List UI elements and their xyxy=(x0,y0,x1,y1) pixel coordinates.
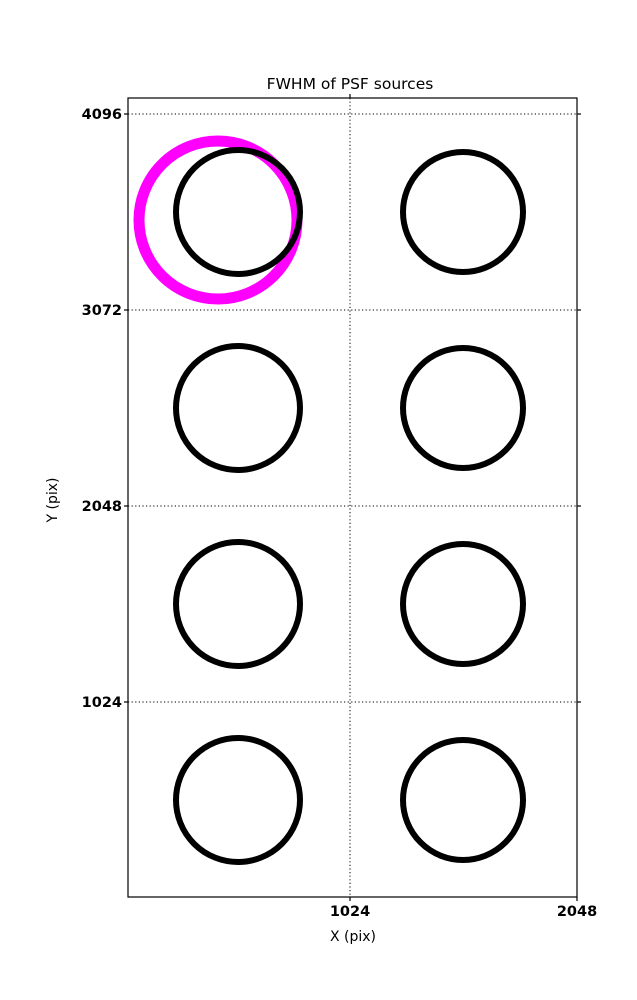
psf-circle xyxy=(400,737,526,863)
psf-source-markers xyxy=(133,135,526,865)
y-tick-label: 4096 xyxy=(82,107,122,123)
x-tick-label: 2048 xyxy=(557,904,597,920)
axis-tick-marks xyxy=(124,94,581,901)
axes-spines xyxy=(127,97,578,898)
x-axis-label: X (pix) xyxy=(330,929,376,945)
y-tick-label: 2048 xyxy=(82,499,122,515)
y-tick-label: 3072 xyxy=(82,303,122,319)
psf-circle xyxy=(173,147,303,277)
y-tick-label: 1024 xyxy=(82,695,122,711)
psf-circle xyxy=(400,541,526,667)
axis-tick-labels: 4096 3072 2048 1024 1024 2048 xyxy=(82,107,598,920)
psf-circle xyxy=(173,539,303,669)
x-tick-label: 1024 xyxy=(330,904,370,920)
psf-circle xyxy=(173,735,303,865)
psf-circle xyxy=(173,343,303,473)
psf-circle xyxy=(400,345,526,471)
axes-background xyxy=(128,98,577,897)
y-axis-label: Y (pix) xyxy=(45,478,61,524)
chart-title: FWHM of PSF sources xyxy=(267,75,434,93)
psf-circle xyxy=(400,149,526,275)
